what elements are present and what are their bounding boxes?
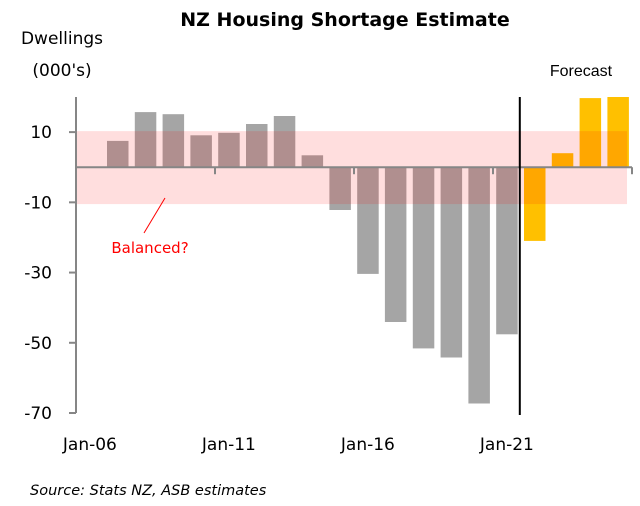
bar-actual-2015 bbox=[329, 167, 351, 210]
bar-actual-2007 bbox=[107, 140, 129, 168]
bar-actual-2013 bbox=[273, 116, 296, 168]
bar-actual-2010 bbox=[190, 135, 212, 168]
chart-title: NZ Housing Shortage Estimate bbox=[180, 9, 509, 31]
annotation-pointer-line bbox=[143, 197, 166, 234]
bar-forecast-2023 bbox=[551, 153, 574, 168]
x-tick-label: Jan-06 bbox=[62, 435, 117, 455]
y-tick-label: -10 bbox=[24, 193, 52, 213]
y-axis-label-line1: Dwellings bbox=[21, 29, 103, 49]
bar-actual-2008 bbox=[134, 112, 157, 168]
bars-group bbox=[107, 97, 629, 404]
y-tick-label: -30 bbox=[24, 264, 52, 284]
x-tick-label: Jan-16 bbox=[340, 435, 395, 455]
balanced-annotation: Balanced? bbox=[111, 239, 188, 257]
bar-actual-2020 bbox=[468, 167, 490, 404]
x-tick-label: Jan-21 bbox=[479, 435, 534, 455]
bar-actual-2019 bbox=[440, 167, 463, 358]
y-axis-label-line2: (000's) bbox=[32, 61, 91, 81]
bar-actual-2009 bbox=[162, 114, 185, 168]
x-ticks-group: Jan-06 Jan-11 Jan-16 Jan-21 bbox=[62, 167, 534, 455]
bar-forecast-2022 bbox=[524, 167, 546, 241]
x-tick-label: Jan-11 bbox=[201, 435, 256, 455]
bar-forecast-2024 bbox=[579, 98, 602, 168]
bar-actual-2017 bbox=[384, 167, 407, 322]
y-tick-label: 10 bbox=[30, 123, 52, 143]
y-tick-label: -70 bbox=[24, 404, 52, 424]
bar-actual-2014 bbox=[301, 155, 324, 168]
bar-actual-2011 bbox=[218, 132, 240, 168]
source-note: Source: Stats NZ, ASB estimates bbox=[30, 483, 267, 499]
bar-actual-2012 bbox=[246, 124, 268, 168]
bar-actual-2021 bbox=[496, 167, 518, 335]
bar-forecast-2025 bbox=[607, 97, 629, 168]
y-ticks-group: 10 -10 -30 -50 -70 bbox=[24, 123, 76, 424]
bar-actual-2018 bbox=[412, 167, 435, 349]
forecast-label: Forecast bbox=[550, 63, 613, 80]
y-tick-label: -50 bbox=[24, 334, 52, 354]
bar-actual-2016 bbox=[357, 167, 379, 274]
